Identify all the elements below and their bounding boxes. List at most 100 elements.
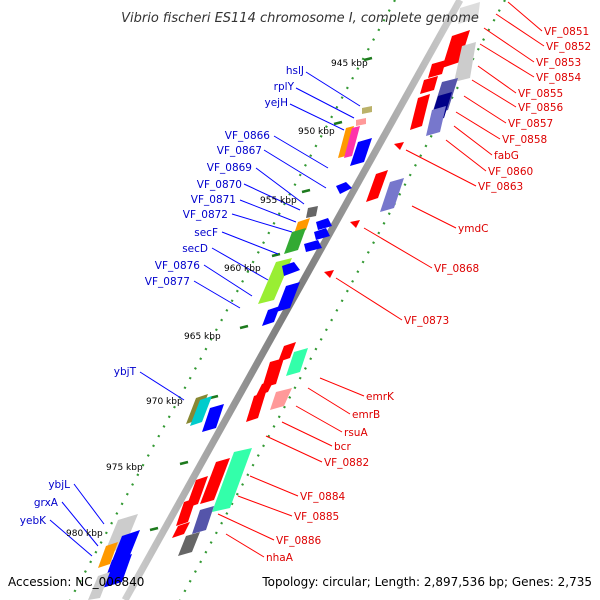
gene-label: nhaA: [266, 552, 294, 564]
gene-label: yejH: [265, 97, 289, 109]
gene-feature: [442, 30, 470, 68]
gene-label: VF_0870: [197, 179, 242, 191]
gene-label: hslJ: [286, 65, 304, 77]
gene-feature: [454, 42, 476, 82]
gene-feature: [366, 170, 388, 202]
gene-label: rsuA: [344, 427, 368, 439]
right-leader-lines: [217, 1, 545, 558]
kbp-label: 945 kbp: [331, 59, 368, 69]
gene-label: ybjT: [114, 366, 137, 378]
inner-tick-ring: [69, 0, 396, 600]
gene-label: VF_0866: [225, 130, 271, 142]
gene-label: VF_0882: [324, 457, 369, 469]
gene-label: VF_0886: [276, 535, 322, 547]
gene-label: VF_0863: [478, 181, 523, 193]
gene-label: secD: [182, 243, 208, 255]
gene-feature: [284, 228, 306, 254]
gene-feature: [394, 142, 404, 150]
gene-feature: [338, 126, 354, 158]
gene-label: VF_0852: [546, 41, 591, 53]
gene-feature: [362, 106, 372, 114]
gene-feature: [190, 396, 212, 426]
gene-feature: [428, 60, 446, 78]
gene-feature: [410, 94, 430, 130]
gene-label: VF_0869: [207, 162, 252, 174]
map-title: Vibrio fischeri ES114 chromosome I, comp…: [121, 11, 479, 26]
gene-label: VF_0867: [217, 145, 262, 157]
gene-feature: [172, 522, 190, 538]
gene-label: VF_0884: [300, 491, 346, 503]
gene-label: VF_0872: [183, 209, 228, 221]
gene-feature: [202, 404, 224, 432]
gene-label: VF_0873: [404, 315, 449, 327]
gene-feature: [270, 388, 292, 410]
gene-label: fabG: [494, 150, 519, 162]
gene-feature: [262, 358, 284, 388]
gene-feature: [278, 342, 296, 362]
left-gene-labels: hslJ rplY yejH VF_0866 VF_0867 VF_0869 V…: [20, 65, 304, 527]
kbp-label: 970 kbp: [146, 397, 183, 407]
gene-feature: [294, 218, 310, 234]
gene-feature: [282, 262, 300, 276]
gene-feature: [336, 182, 352, 194]
gene-feature: [246, 392, 266, 422]
gene-label: ybjL: [48, 479, 70, 491]
gene-label: VF_0854: [536, 72, 582, 84]
genome-summary-text: Topology: circular; Length: 2,897,536 bp…: [261, 575, 592, 589]
gene-label: VF_0858: [502, 134, 547, 146]
gene-feature: [420, 76, 438, 94]
right-gene-labels: VF_0851 VF_0852 VF_0853 VF_0854 VF_0855 …: [266, 26, 591, 564]
gene-feature: [314, 228, 330, 240]
gene-feature: [316, 218, 332, 230]
gene-feature: [88, 572, 110, 600]
kbp-label: 980 kbp: [66, 529, 103, 539]
gene-feature: [212, 448, 252, 512]
gene-label: bcr: [334, 441, 351, 453]
gene-feature: [176, 498, 196, 526]
gene-feature: [276, 282, 300, 312]
gene-feature: [458, 2, 480, 24]
gene-label: VF_0851: [544, 26, 589, 38]
gene-feature: [192, 506, 214, 534]
gene-label: VF_0877: [145, 276, 190, 288]
gene-feature: [262, 306, 280, 326]
gene-label: emrB: [352, 409, 380, 421]
gene-feature: [304, 240, 322, 252]
outer-tick-ring: [179, 0, 506, 600]
gene-label: VF_0871: [191, 194, 236, 206]
gene-feature: [256, 380, 274, 396]
gene-feature: [350, 138, 372, 166]
kbp-label: 960 kbp: [224, 264, 261, 274]
gene-label: VF_0885: [294, 511, 339, 523]
gene-feature: [350, 220, 360, 228]
kbp-label: 965 kbp: [184, 332, 221, 342]
gene-label: ymdC: [458, 223, 488, 235]
accession-text: Accession: NC_006840: [8, 575, 144, 589]
gene-feature: [380, 178, 404, 212]
gene-label: grxA: [34, 497, 59, 509]
gene-feature: [98, 542, 118, 568]
gene-feature: [324, 270, 334, 278]
kbp-label: 975 kbp: [106, 463, 143, 473]
gene-label: emrK: [366, 391, 395, 403]
gene-label: VF_0856: [518, 102, 564, 114]
gene-feature: [110, 530, 140, 566]
gene-label: VF_0860: [488, 166, 533, 178]
kbp-label: 950 kbp: [298, 127, 335, 137]
reverse-strand-genes: [172, 2, 480, 556]
gene-feature: [344, 126, 360, 158]
gene-label: VF_0855: [518, 88, 563, 100]
kbp-label: 955 kbp: [260, 196, 297, 206]
gene-feature: [286, 348, 308, 376]
gene-label: VF_0857: [508, 118, 553, 130]
gene-feature: [306, 206, 318, 218]
gene-label: rplY: [274, 81, 295, 93]
gene-feature: [426, 106, 446, 136]
gene-label: VF_0868: [434, 263, 479, 275]
gene-label: secF: [194, 227, 218, 239]
gene-label: yebK: [20, 515, 47, 527]
gene-feature: [356, 118, 366, 126]
kbp-tick-labels: 945 kbp 950 kbp 955 kbp 960 kbp 965 kbp …: [66, 59, 368, 539]
